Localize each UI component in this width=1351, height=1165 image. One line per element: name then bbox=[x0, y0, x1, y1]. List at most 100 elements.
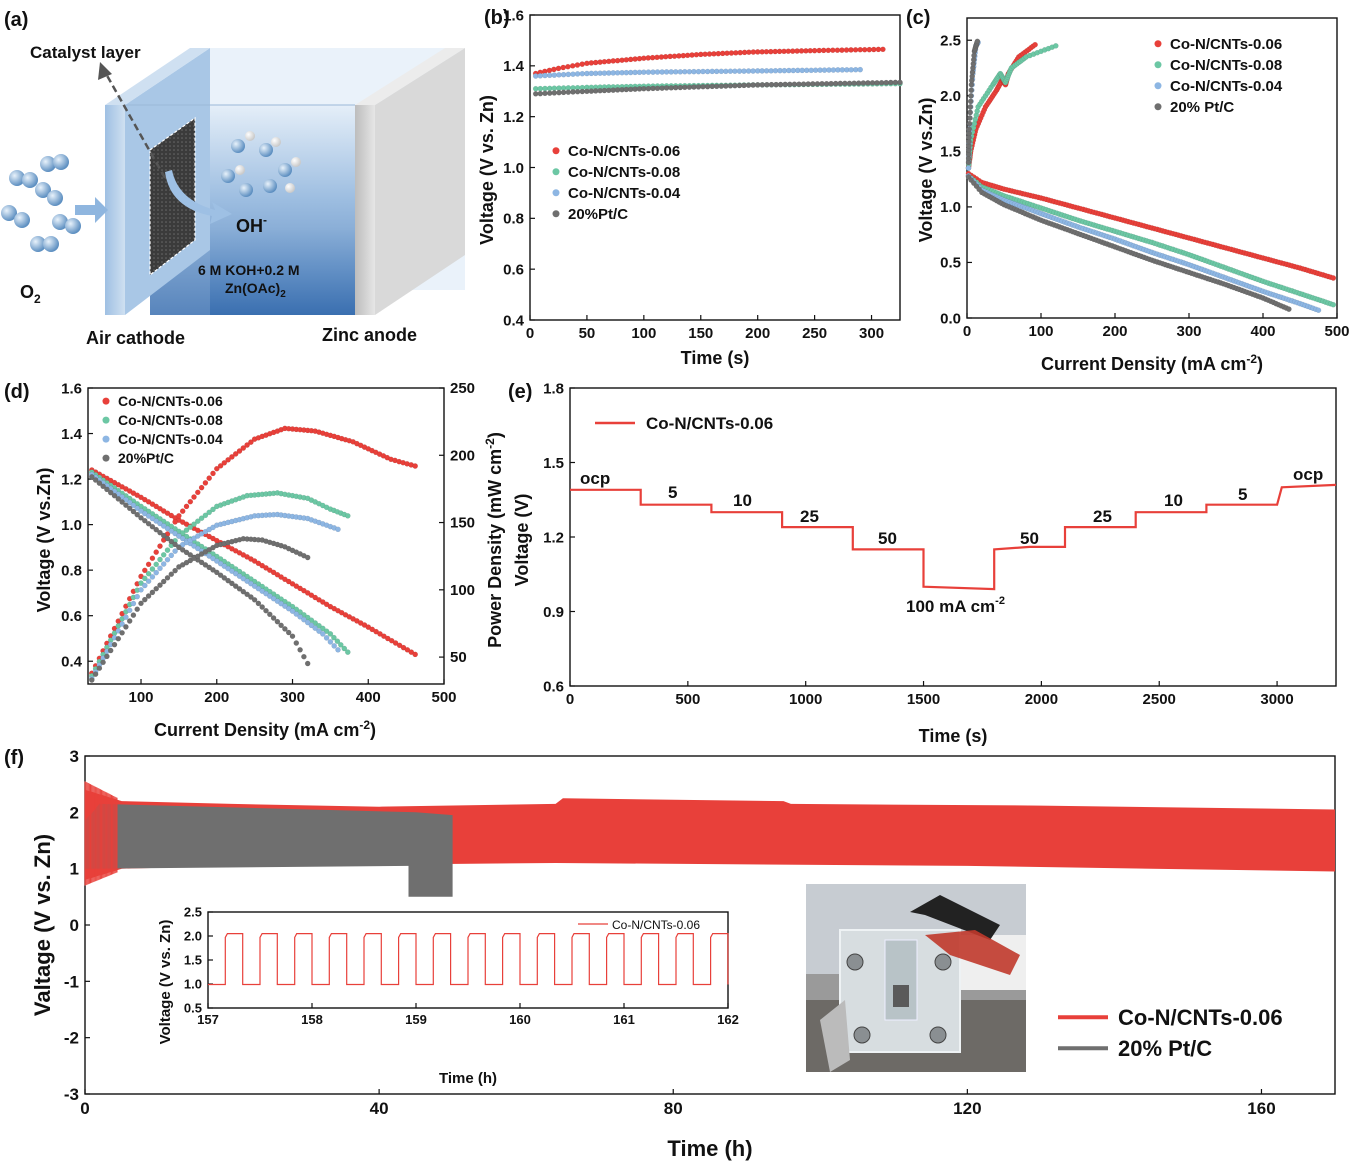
panel-a-label: (a) bbox=[4, 9, 28, 31]
series-green-power-point bbox=[141, 575, 148, 582]
series-gray-point bbox=[560, 89, 567, 96]
series-red-power-point bbox=[240, 445, 247, 451]
o2-label: O2 bbox=[20, 282, 41, 306]
series-blue-voltage-point bbox=[248, 580, 254, 587]
x-axis-label: Time (h) bbox=[667, 1136, 752, 1161]
series-blue-point bbox=[857, 66, 864, 73]
series-green-power-point bbox=[149, 566, 156, 572]
series-gray-voltage-point bbox=[236, 586, 243, 592]
x-tick-label: 0 bbox=[566, 691, 574, 708]
series-blue-voltage-point bbox=[157, 520, 163, 527]
series-gray-power-point bbox=[119, 630, 125, 636]
series-green-power-point bbox=[179, 530, 186, 536]
series-gray-charge-point bbox=[966, 126, 973, 132]
series-blue-power-point bbox=[130, 600, 137, 607]
series-gray-power-point bbox=[126, 618, 133, 624]
series-green-power-point bbox=[206, 509, 212, 516]
series-red-charge-point bbox=[1032, 41, 1038, 48]
y-tick-label: 3 bbox=[70, 747, 79, 766]
series-gray-voltage-point bbox=[119, 499, 125, 505]
series-gray-voltage-point bbox=[92, 477, 99, 483]
y-tick-label: -2 bbox=[64, 1029, 79, 1048]
series-green-discharge-point bbox=[1330, 301, 1337, 308]
series-blue-voltage-point bbox=[229, 568, 235, 574]
series-gray-voltage-point bbox=[251, 597, 258, 603]
step-label: 10 bbox=[733, 491, 752, 510]
panel-f-label: (f) bbox=[4, 747, 24, 769]
series-gray-voltage-point bbox=[263, 607, 269, 614]
series-gray-power-point bbox=[304, 554, 311, 561]
series-gray-voltage-point bbox=[270, 615, 277, 621]
series-gray-charge-point bbox=[966, 120, 973, 127]
x-tick-label: 500 bbox=[431, 689, 456, 706]
series-red-voltage-point bbox=[404, 647, 411, 653]
x-tick-label: 500 bbox=[1324, 323, 1349, 340]
series-blue-voltage-point bbox=[194, 545, 201, 552]
x-tick-label: 158 bbox=[301, 1012, 323, 1027]
series-red-point bbox=[560, 64, 567, 71]
series-blue-voltage-point bbox=[176, 533, 182, 539]
series-gray-voltage-point bbox=[168, 538, 175, 545]
series-blue-voltage-point bbox=[293, 611, 300, 617]
series-green-voltage-point bbox=[319, 625, 326, 632]
series-red-power-point bbox=[176, 513, 182, 519]
series-gray-discharge-point bbox=[1286, 306, 1292, 312]
series-red-voltage-point bbox=[408, 649, 415, 655]
battery-photo bbox=[806, 884, 1026, 1072]
x-tick-label: 300 bbox=[1176, 323, 1201, 340]
x-tick-label: 50 bbox=[579, 325, 596, 342]
legend-marker bbox=[1154, 82, 1162, 90]
series-blue-power-point bbox=[149, 574, 156, 580]
series-gray-power-point bbox=[111, 641, 118, 648]
series-gray-power-point bbox=[89, 677, 95, 683]
series-gray-power-point bbox=[149, 589, 156, 596]
series-blue-voltage-point bbox=[335, 647, 341, 653]
series-blue-voltage-point bbox=[217, 560, 224, 567]
step-label: 50 bbox=[1020, 529, 1039, 548]
chart-d: 100 200 300 400 500 0.4 0.6 0.8 1.0 1.2 1.4 1.6 50 10… bbox=[34, 380, 505, 740]
series-green-voltage-point bbox=[337, 642, 344, 648]
series-gray-voltage-point bbox=[145, 520, 152, 527]
series-green-voltage-point bbox=[341, 645, 348, 652]
x-axis-label: Time (s) bbox=[919, 726, 988, 746]
legend-label: 20%Pt/C bbox=[568, 206, 628, 223]
series-blue-voltage-point bbox=[126, 499, 133, 506]
series-gray-voltage-point bbox=[206, 564, 212, 571]
series-blue-point bbox=[560, 71, 567, 78]
air-cathode-label: Air cathode bbox=[86, 328, 185, 348]
series-blue-voltage-point bbox=[274, 598, 281, 604]
series-gray-voltage-point bbox=[164, 535, 171, 542]
series-blue-power-point bbox=[119, 621, 125, 627]
x-tick-label: 0 bbox=[963, 323, 971, 340]
x-tick-label: 0 bbox=[80, 1099, 89, 1118]
series-gray-power-point bbox=[100, 659, 106, 666]
series-gray-voltage-point bbox=[187, 552, 194, 558]
legend-label: 20%Pt/C bbox=[118, 450, 174, 466]
y-tick-label: 1.5 bbox=[543, 455, 564, 472]
series-gray-voltage-point bbox=[198, 559, 205, 566]
series-gray-voltage-point bbox=[285, 629, 292, 636]
legend-label: Co-N/CNTs-0.06 bbox=[1118, 1005, 1283, 1030]
series-red-power-point bbox=[229, 454, 235, 460]
series-gray-voltage-point bbox=[141, 517, 148, 524]
series-green-power-point bbox=[153, 561, 159, 568]
x-tick-label: 400 bbox=[1250, 323, 1275, 340]
series-red-power-point bbox=[217, 462, 224, 469]
o2-inflow-arrow bbox=[75, 197, 108, 223]
electrolyte-label-line1: 6 M KOH+0.2 M bbox=[198, 262, 300, 278]
x-tick-label: 400 bbox=[356, 689, 381, 706]
series-blue-voltage-point bbox=[213, 558, 220, 564]
series-blue-voltage-point bbox=[149, 515, 156, 522]
y-tick-label: 1.6 bbox=[503, 7, 524, 24]
series-blue-voltage-point bbox=[308, 622, 315, 629]
x-tick-label: 159 bbox=[405, 1012, 427, 1027]
catalyst-pointer-arrow bbox=[103, 71, 167, 179]
series-blue-power-point bbox=[145, 578, 152, 585]
y-tick-label: 1.0 bbox=[503, 160, 524, 177]
series-blue-point bbox=[542, 72, 548, 79]
series-red-voltage-point bbox=[412, 651, 419, 658]
series-gray-power-point bbox=[104, 653, 110, 660]
chart-f: 0 40 80 120 160 -3 -2 -1 0 1 2 3 Time (h) Valtage (V … bbox=[30, 747, 1336, 1161]
series-gray-voltage-point bbox=[160, 532, 167, 539]
series-gray-power-point bbox=[168, 571, 175, 578]
